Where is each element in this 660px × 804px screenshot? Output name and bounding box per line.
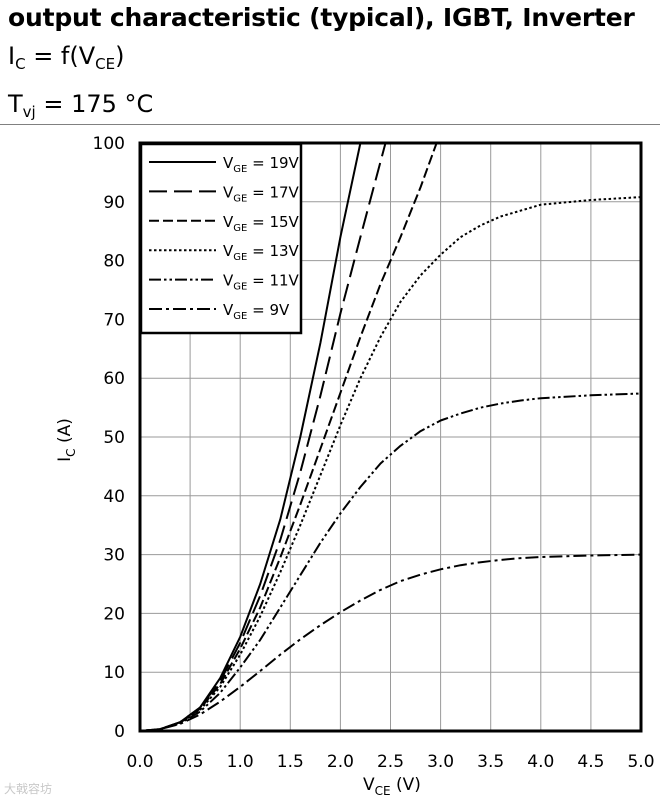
legend-label: VGE = 13V [223,242,300,263]
formula-rest: = f(V [25,42,96,70]
y-tick-label: 50 [103,428,125,448]
y-tick-label: 100 [93,134,125,154]
temp-main: T [8,90,23,118]
y-tick-label: 60 [103,369,125,389]
chart-header: output characteristic (typical), IGBT, I… [8,0,658,132]
header-divider [0,124,660,125]
x-tick-label: 1.0 [227,752,254,772]
legend-label: VGE = 11V [223,272,300,293]
formula-end: ) [115,42,125,70]
x-tick-label: 4.5 [577,752,604,772]
x-tick-label: 0.5 [177,752,204,772]
series-line-4 [140,196,641,731]
y-tick-label: 80 [103,252,125,272]
y-tick-label: 20 [103,604,125,624]
x-tick-label: 2.0 [327,752,354,772]
y-tick-label: 90 [103,193,125,213]
watermark-text: 大戟容坊 [4,782,53,796]
x-tick-label: 1.5 [277,752,304,772]
y-tick-label: 40 [103,487,125,507]
y-tick-label: 10 [103,663,125,683]
formula-sub: C [15,55,26,73]
temp-sub: vj [22,103,36,121]
x-tick-label: 3.0 [427,752,454,772]
legend-label: VGE = 17V [223,183,300,204]
chart-title: output characteristic (typical), IGBT, I… [8,3,635,32]
plot-frame [138,141,643,733]
y-tick-label: 70 [103,310,125,330]
legend-box [139,142,303,335]
y-tick-label: 0 [114,722,125,742]
x-tick-label: 3.5 [477,752,504,772]
temp-rest: = 175 °C [35,90,154,118]
formula-main: I [8,42,16,70]
series-line-5 [140,392,641,731]
y-axis-label: IC (A) [55,418,78,462]
x-axis-label: VCE (V) [363,775,421,798]
formula-sub2: CE [95,55,116,73]
x-tick-label: 4.0 [527,752,554,772]
y-tick-label: 30 [103,546,125,566]
x-tick-label: 0.0 [126,752,153,772]
legend-label: VGE = 19V [223,154,300,175]
legend-label: VGE = 15V [223,213,300,234]
series-line-6 [140,553,641,731]
formula-line: IC = f(VCE) [8,36,658,84]
series-line-3 [140,143,438,731]
temperature-line: Tvj = 175 °C [8,84,658,132]
legend-label: VGE = 9V [223,301,290,322]
x-tick-label: 2.5 [377,752,404,772]
x-tick-label: 5.0 [627,752,654,772]
